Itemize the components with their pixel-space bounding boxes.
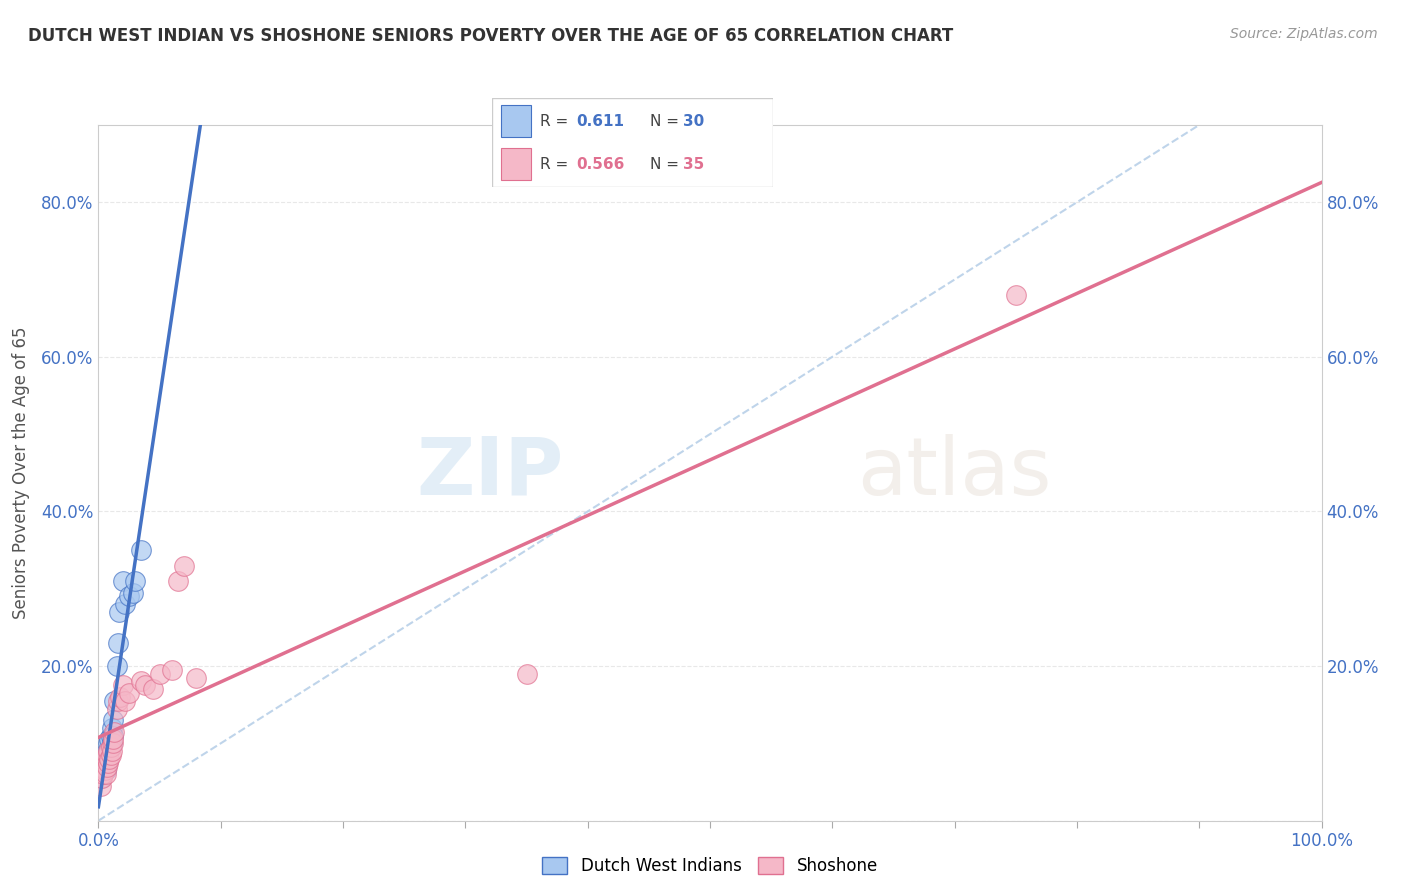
Point bbox=[94, 767, 117, 781]
Point bbox=[160, 663, 183, 677]
Point bbox=[97, 736, 120, 750]
Point bbox=[118, 590, 141, 604]
Point bbox=[515, 666, 537, 681]
Point bbox=[101, 744, 124, 758]
Point bbox=[121, 585, 143, 599]
Point bbox=[124, 574, 146, 588]
Text: 35: 35 bbox=[683, 157, 704, 171]
Point bbox=[97, 744, 120, 758]
Point bbox=[173, 558, 195, 573]
Point bbox=[111, 678, 134, 692]
Point bbox=[98, 752, 121, 766]
Point bbox=[93, 759, 115, 773]
Y-axis label: Seniors Poverty Over the Age of 65: Seniors Poverty Over the Age of 65 bbox=[11, 326, 30, 619]
Bar bbox=[501, 148, 531, 180]
Point bbox=[134, 678, 156, 692]
Text: R =: R = bbox=[540, 114, 574, 128]
Point bbox=[100, 729, 122, 743]
Point bbox=[101, 729, 124, 743]
Point bbox=[94, 747, 117, 762]
Point bbox=[118, 686, 141, 700]
Point bbox=[107, 636, 129, 650]
Text: 0.566: 0.566 bbox=[576, 157, 624, 171]
Point bbox=[1004, 288, 1026, 302]
Point bbox=[97, 752, 120, 766]
Point bbox=[105, 701, 128, 715]
Point bbox=[93, 764, 115, 778]
Point bbox=[96, 744, 118, 758]
Point bbox=[96, 747, 118, 762]
Point bbox=[101, 736, 124, 750]
Point bbox=[97, 756, 120, 770]
Point bbox=[108, 605, 131, 619]
Point bbox=[114, 694, 136, 708]
Text: ZIP: ZIP bbox=[416, 434, 564, 512]
Point bbox=[91, 756, 114, 770]
Point bbox=[107, 694, 129, 708]
Text: Source: ZipAtlas.com: Source: ZipAtlas.com bbox=[1230, 27, 1378, 41]
Point bbox=[90, 779, 112, 793]
Point bbox=[91, 771, 114, 785]
Point bbox=[186, 671, 208, 685]
Point bbox=[114, 597, 136, 611]
Point bbox=[142, 682, 165, 697]
Point bbox=[100, 740, 122, 755]
Text: 30: 30 bbox=[683, 114, 704, 128]
Point bbox=[100, 747, 122, 762]
Point bbox=[149, 666, 172, 681]
Text: 0.611: 0.611 bbox=[576, 114, 624, 128]
Point bbox=[167, 574, 190, 588]
Point bbox=[101, 732, 124, 747]
Point bbox=[94, 764, 117, 778]
Point bbox=[91, 759, 114, 773]
Point bbox=[101, 721, 124, 735]
Point bbox=[129, 543, 152, 558]
Bar bbox=[501, 105, 531, 137]
Text: N =: N = bbox=[650, 114, 683, 128]
Point bbox=[91, 767, 114, 781]
Point bbox=[91, 767, 114, 781]
Point bbox=[103, 694, 125, 708]
Point bbox=[98, 732, 121, 747]
Legend: Dutch West Indians, Shoshone: Dutch West Indians, Shoshone bbox=[536, 850, 884, 882]
Point bbox=[101, 713, 124, 727]
Point bbox=[129, 674, 152, 689]
Text: DUTCH WEST INDIAN VS SHOSHONE SENIORS POVERTY OVER THE AGE OF 65 CORRELATION CHA: DUTCH WEST INDIAN VS SHOSHONE SENIORS PO… bbox=[28, 27, 953, 45]
Point bbox=[91, 761, 114, 775]
Point bbox=[98, 744, 121, 758]
Point bbox=[101, 736, 124, 750]
Point bbox=[100, 740, 122, 755]
Point bbox=[110, 690, 132, 704]
Point bbox=[96, 759, 118, 773]
Text: R =: R = bbox=[540, 157, 574, 171]
Point bbox=[93, 756, 115, 770]
Point bbox=[103, 724, 125, 739]
Point bbox=[94, 752, 117, 766]
Point bbox=[90, 771, 112, 785]
Text: N =: N = bbox=[650, 157, 683, 171]
Point bbox=[105, 659, 128, 673]
Text: atlas: atlas bbox=[856, 434, 1052, 512]
Point bbox=[93, 752, 115, 766]
Point bbox=[111, 574, 134, 588]
Point bbox=[96, 756, 118, 770]
